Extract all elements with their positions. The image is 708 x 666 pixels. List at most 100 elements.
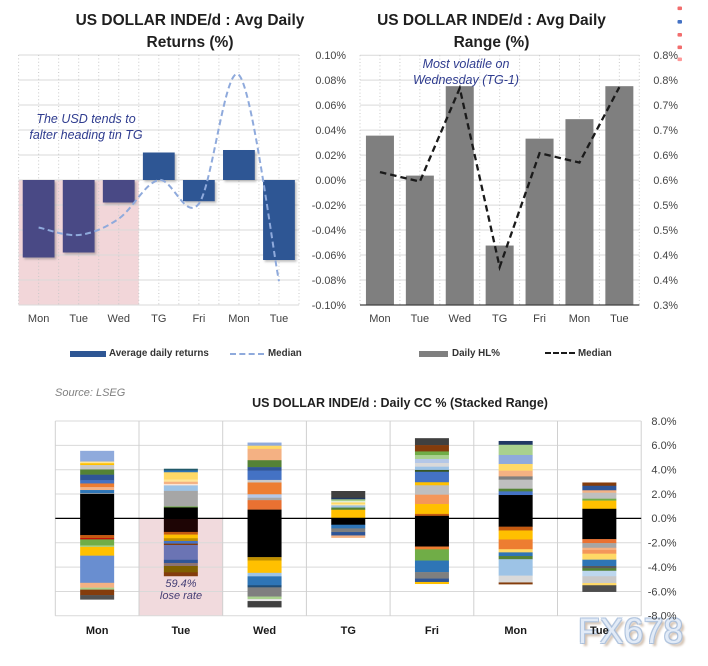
stack-segment [80,493,115,495]
y-tick-label: -4.0% [648,562,677,574]
y-tick-label: 0.5% [653,200,678,212]
stack-segment [80,539,115,546]
stack-segment [582,492,617,499]
stack-segment [80,461,115,464]
stack-segment [247,576,282,586]
x-category-label: Mon [28,313,49,325]
y-tick-label: 0.7% [653,125,678,137]
chart1-annotation: The USD tends to falter heading tin TG [6,111,166,143]
stack-segment [414,463,449,467]
legend1-bar-label: Average daily returns [109,348,209,359]
source-note: Source: LSEG [55,387,126,399]
stack-segment [498,495,533,527]
x-category-label: Tue [411,313,430,325]
chart2-annotation-line1: Most volatile on [422,57,510,71]
stack-segment [163,518,198,533]
stack-segment [498,552,533,557]
y-tick-label: 0.8% [653,50,678,62]
stack-segment [163,485,198,492]
y-tick-label: 0.04% [315,125,346,137]
stack-segment [498,491,533,496]
stack-segment [163,470,198,473]
stack-segment [498,440,533,445]
stack-segment [247,467,282,471]
chart2-title-line2: Range (%) [453,33,530,51]
stack-segment [247,479,282,483]
stack-segment [247,500,282,510]
returns-bar-mon-0 [22,180,55,258]
y-tick-label: -0.06% [312,250,347,262]
stack-segment [247,470,282,481]
y-tick-label: 0.8% [653,75,678,87]
stacked-bar-tue-6 [582,482,617,592]
stack-segment [331,491,366,499]
returns-bar-tg-3 [142,152,175,180]
y-tick-label: 0.6% [653,150,678,162]
stack-segment [163,540,198,544]
legend2-bar-label: Daily HL% [452,348,500,359]
stack-segment [414,451,449,456]
stack-segment [498,476,533,480]
stack-segment [331,505,366,508]
stack-segment [247,557,282,561]
stack-segment [163,559,198,564]
stack-segment [582,553,617,560]
stack-segment [163,538,198,542]
stack-segment [247,560,282,574]
stack-segment [80,465,115,470]
stack-segment [80,546,115,556]
y-tick-label: 0.4% [653,275,678,287]
stack-segment [414,549,449,561]
y-tick-label: 0.06% [315,100,346,112]
y-tick-label: -8.0% [648,611,677,623]
legend2-median-swatch [545,352,575,354]
stack-segment [163,545,198,561]
stack-segment [498,454,533,465]
x-category-label: Tue [270,313,289,325]
chart2-title-line1: US DOLLAR INDE/d : Avg Daily [377,12,606,29]
stack-segment [80,545,115,548]
stack-segment [582,559,617,567]
returns-bar-mon-5 [223,150,255,180]
lose-rate-value: 59.4% [165,578,197,590]
stack-segment [163,566,198,573]
x-category-label: TG [341,625,356,637]
range-bar-fri-4 [525,138,554,305]
stack-segment [247,596,282,600]
stack-segment [331,518,366,525]
y-tick-label: 0.10% [315,50,346,62]
legend1-median-swatch [230,352,264,355]
x-category-label: Tue [590,625,609,637]
y-tick-label: -0.08% [312,275,347,287]
chart3-title: US DOLLAR INDE/d : Daily CC % (Stacked R… [252,396,548,410]
range-bar-tue-1 [405,175,434,305]
stack-segment [80,538,115,540]
stack-segment [331,499,366,502]
x-category-label: Tue [610,313,629,325]
avg-daily-returns-chart: 0.10% 0.08% 0.06% 0.04% 0.02% 0.00% -0.02% -0.0… [18,50,347,325]
stack-segment [582,566,617,569]
stack-segment [163,468,198,471]
stack-segment [414,469,449,473]
stacked-bar-tue-1 [163,468,198,577]
stack-segment [80,589,115,596]
stack-segment [247,497,282,501]
x-category-label: Wed [449,313,471,325]
stack-segment [80,587,115,590]
stack-segment [414,581,449,585]
y-tick-label: 4.0% [651,465,676,477]
stack-segment [80,535,115,539]
chart1-title: US DOLLAR INDE/d : Avg Daily Returns (%) [30,10,350,53]
stack-segment [582,570,617,577]
stack-segment [247,442,282,446]
stack-segment [331,502,366,505]
stack-segment [498,526,533,531]
legend2-bar-swatch [419,350,448,357]
stack-segment [80,555,115,584]
clipped-edge-marks [677,6,682,62]
stack-segment [414,482,449,486]
edge-mark [677,6,682,11]
x-category-label: Mon [86,625,109,637]
stack-segment [498,582,533,585]
